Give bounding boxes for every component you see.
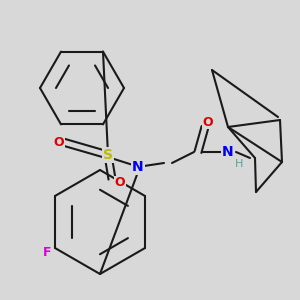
Text: O: O (115, 176, 125, 190)
Text: N: N (222, 145, 234, 159)
Text: S: S (103, 148, 113, 162)
Text: O: O (203, 116, 213, 128)
Text: O: O (54, 136, 64, 148)
Text: F: F (43, 247, 51, 260)
Text: H: H (235, 159, 243, 169)
Text: N: N (132, 160, 144, 174)
